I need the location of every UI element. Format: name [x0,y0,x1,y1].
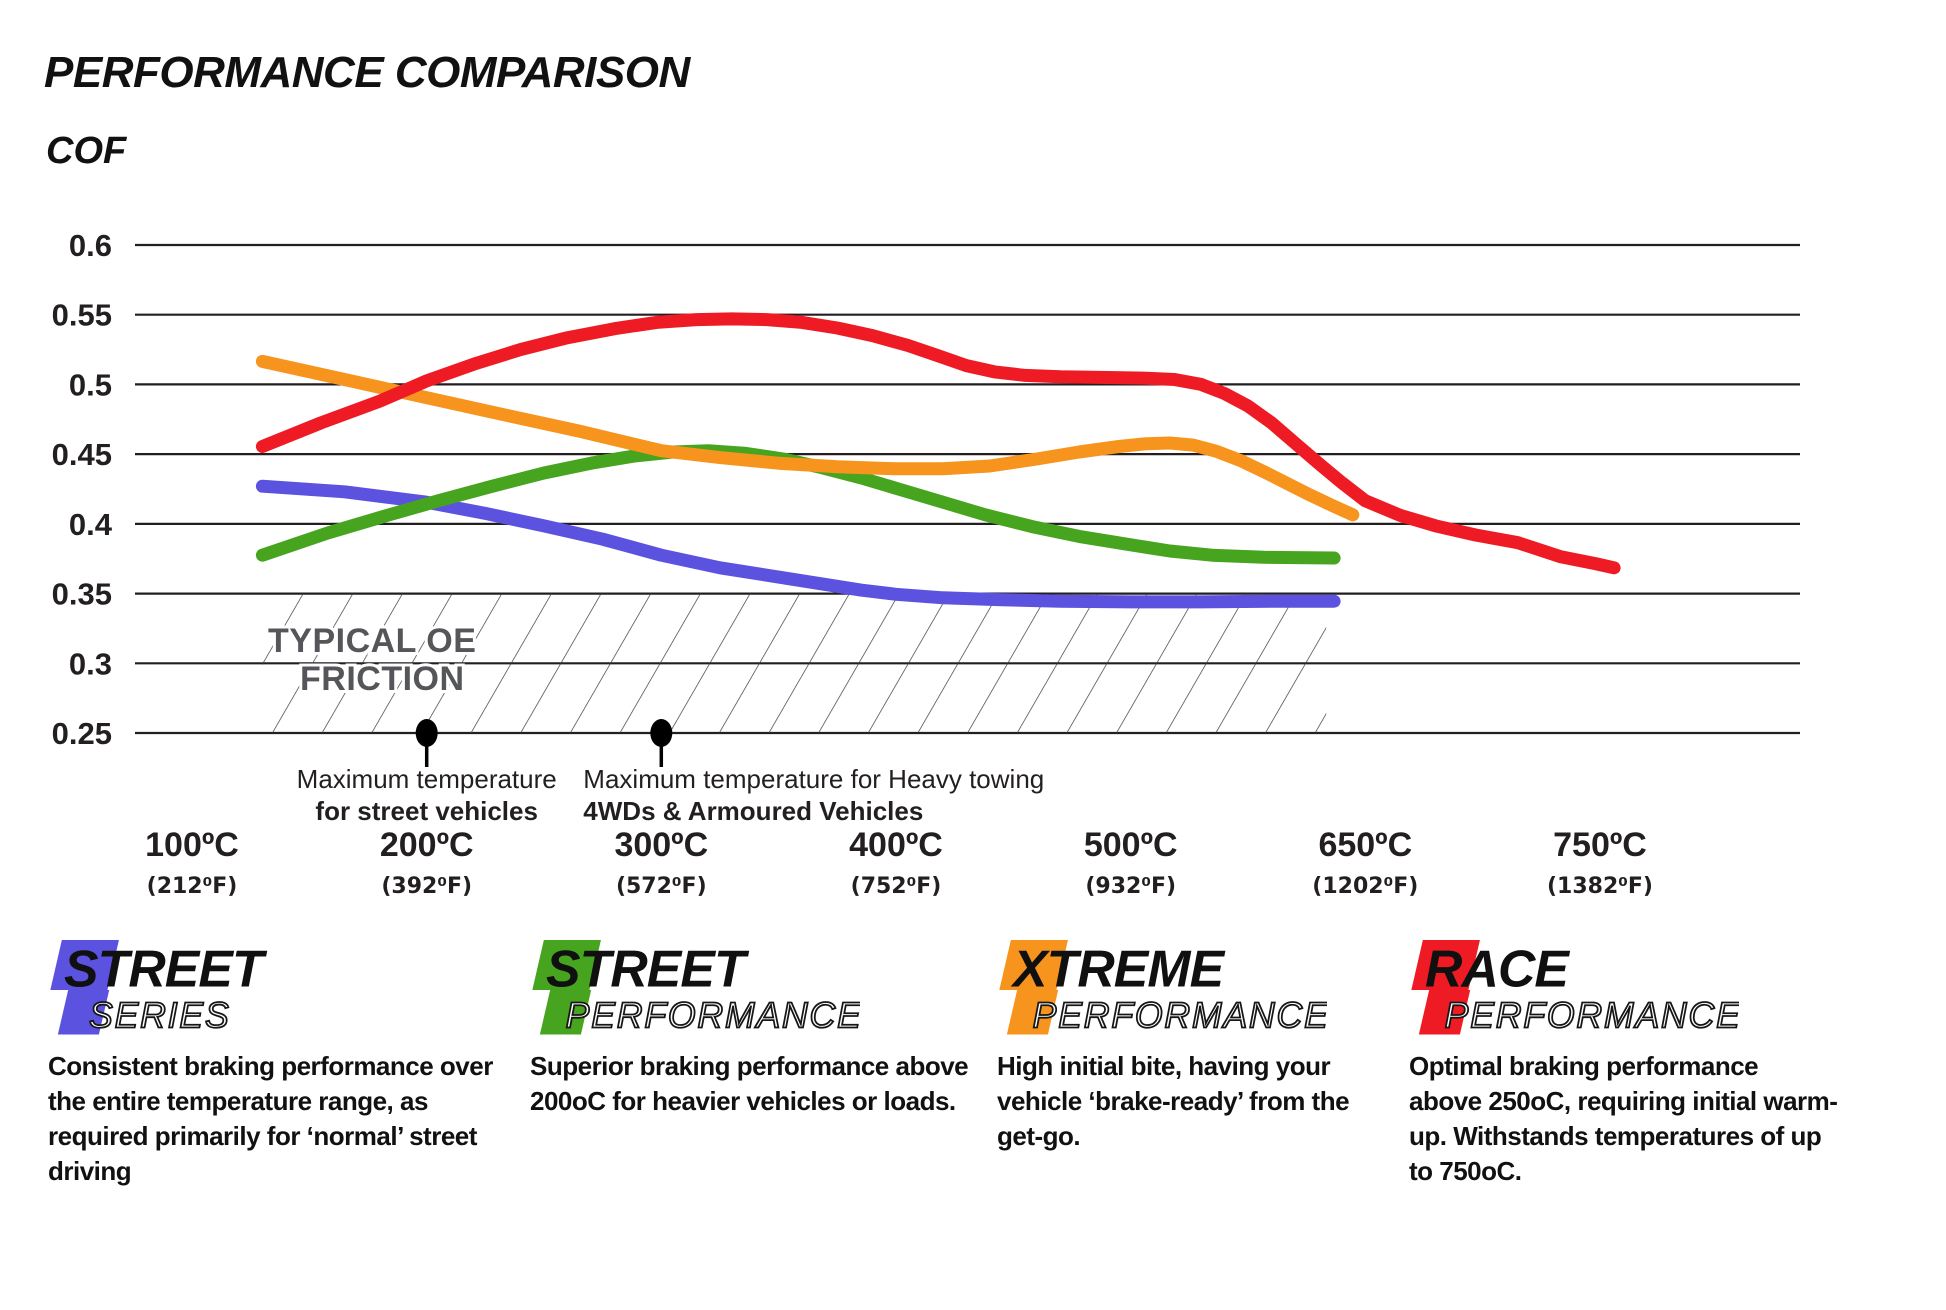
y-tick-label: 0.55 [52,298,112,333]
x-tick-label-fahrenheit: (1202⁰F) [1312,874,1418,899]
y-tick-label: 0.6 [69,228,112,263]
x-tick-label-celsius: 650ºC [1318,826,1412,864]
annotation-text-line1: Maximum temperature for Heavy towing [583,764,1044,794]
series-xtreme-performance [255,354,1360,522]
legend-item-street-series: STREET SERIES Consistent braking perform… [48,938,528,1189]
series-street-series [255,479,1341,609]
annotation-text-line2: for street vehicles [315,796,538,826]
logo-sub: SERIES [89,995,231,1035]
y-tick-label: 0.3 [69,646,112,681]
x-tick-label-fahrenheit: (392⁰F) [381,874,472,899]
y-tick-label: 0.35 [52,577,112,612]
street-series-logo-chip [50,940,119,1035]
logo-word: RACE [1425,939,1570,997]
x-tick-label-fahrenheit: (932⁰F) [1085,874,1176,899]
legend-item-xtreme-performance: XTREME PERFORMANCE High initial bite, ha… [997,938,1407,1154]
x-axis-labels: 100ºC (212⁰F) 200ºC (392⁰F) 300ºC (572⁰F) 400º… [145,826,1653,899]
legend-item-race-performance: RACE PERFORMANCE Optimal braking perform… [1409,938,1869,1189]
x-tick-label-fahrenheit: (572⁰F) [616,874,707,899]
y-axis-labels: 0.6 0.55 0.5 0.45 0.4 0.35 0.3 0.25 [52,228,113,751]
x-tick-label-celsius: 300ºC [614,826,708,864]
x-tick-label-celsius: 750ºC [1553,826,1647,864]
legend-description: Consistent braking performance over the … [48,1051,493,1186]
annotation-dot [650,719,673,747]
logo-word: STREET [64,939,268,997]
annotation-text-line1: Maximum temperature [297,764,557,794]
x-tick-label-celsius: 400ºC [849,826,943,864]
legend-description: Superior braking performance above 200oC… [530,1051,969,1116]
x-tick-label-celsius: 500ºC [1084,826,1178,864]
typical-oe-friction-band [262,593,1327,733]
logo-word: XTREME [1010,939,1226,997]
street-performance-logo-chip [532,940,601,1035]
race-performance-logo-chip [1411,940,1480,1035]
xtreme-performance-logo: XTREME PERFORMANCE [999,939,1327,1036]
y-tick-label: 0.4 [69,507,113,542]
legend-item-street-performance: STREET PERFORMANCE Superior braking perf… [530,938,990,1119]
y-axis-title: COF [46,130,127,172]
y-tick-label: 0.5 [69,367,112,402]
cof-line-chart: 0.60.550.50.450.40.350.30.25 TYPICAL OE … [52,228,1800,899]
typical-oe-label-line2: FRICTION [300,660,465,698]
y-tick-label: 0.45 [52,437,112,472]
x-tick-label-fahrenheit: (752⁰F) [851,874,942,899]
legend-description: High initial bite, having your vehicle ‘… [997,1051,1350,1151]
annotation-dot [415,719,438,747]
street-series-logo: STREET SERIES [50,939,269,1036]
race-performance-logo: RACE PERFORMANCE [1411,939,1739,1036]
page-title: PERFORMANCE COMPARISON [44,48,690,97]
x-tick-label-fahrenheit: (212⁰F) [147,874,238,899]
logo-sub: PERFORMANCE [1033,995,1327,1035]
street-performance-logo: STREET PERFORMANCE [532,939,860,1036]
typical-oe-label-line1: TYPICAL OE [268,622,476,660]
xtreme-performance-logo-chip [999,940,1068,1035]
x-tick-label-celsius: 200ºC [380,826,474,864]
legend-description: Optimal braking performance above 250oC,… [1409,1051,1838,1186]
y-tick-label: 0.25 [52,716,112,751]
series-curves [255,312,1621,609]
x-tick-label-fahrenheit: (1382⁰F) [1547,874,1653,899]
annotation-text-line2: 4WDs & Armoured Vehicles [583,796,923,826]
logo-word: STREET [546,939,750,997]
logo-sub: PERFORMANCE [1445,995,1739,1035]
logo-sub: PERFORMANCE [566,995,860,1035]
series-race-performance [255,312,1621,575]
x-tick-label-celsius: 100ºC [145,826,239,864]
